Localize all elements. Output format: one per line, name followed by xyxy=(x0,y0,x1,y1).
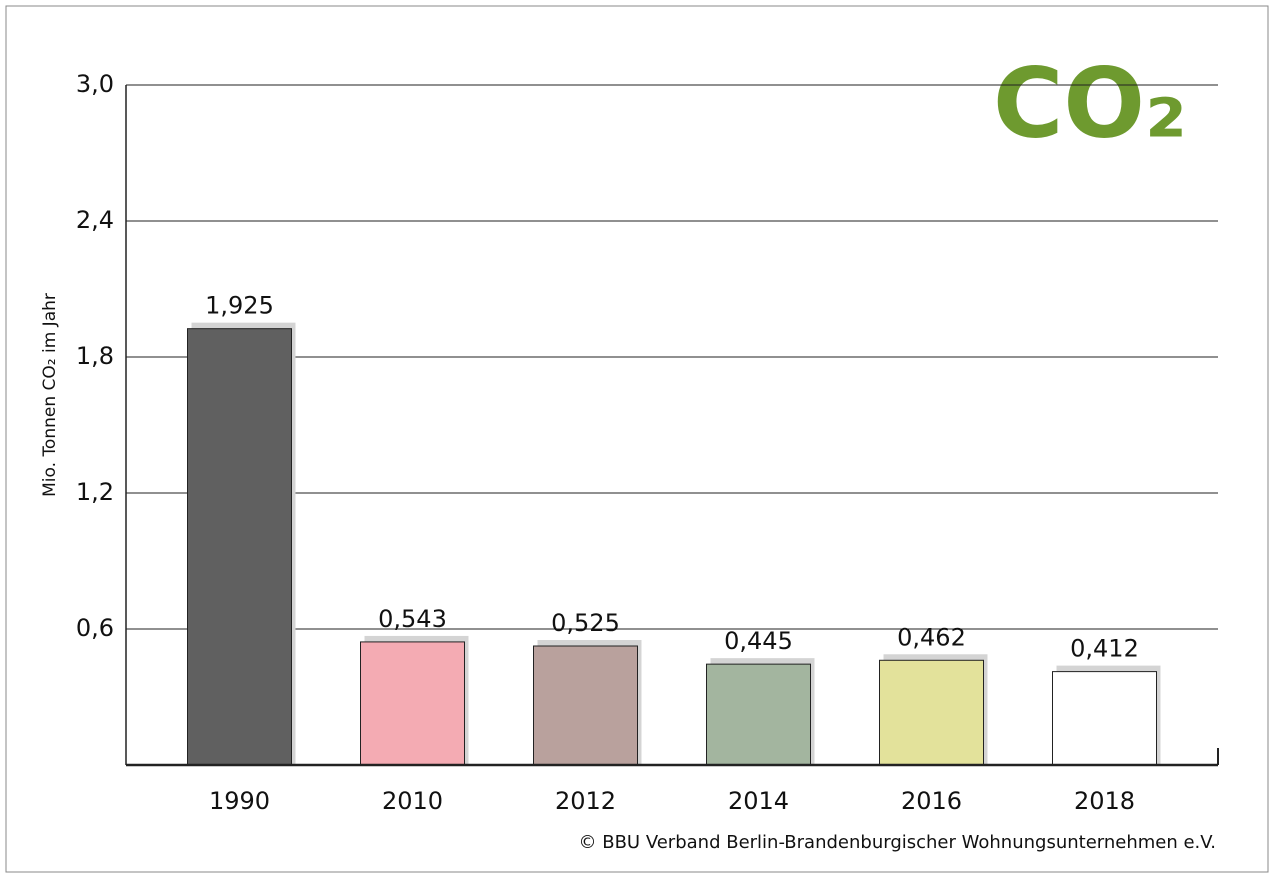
value-label: 0,412 xyxy=(1070,635,1139,663)
value-label: 1,925 xyxy=(205,292,274,320)
x-tick-label: 2018 xyxy=(1074,787,1135,815)
bar xyxy=(361,642,465,765)
y-tick-label: 1,8 xyxy=(76,342,114,370)
bar xyxy=(880,660,984,765)
bar xyxy=(534,646,638,765)
bar xyxy=(707,664,811,765)
bar xyxy=(188,329,292,765)
value-label: 0,462 xyxy=(897,623,966,651)
x-tick-label: 1990 xyxy=(209,787,270,815)
x-tick-label: 2010 xyxy=(382,787,443,815)
x-tick-label: 2016 xyxy=(901,787,962,815)
value-label: 0,525 xyxy=(551,609,620,637)
bar xyxy=(1053,672,1157,765)
y-axis-label: Mio. Tonnen CO₂ im Jahr xyxy=(40,293,60,497)
source-note: © BBU Verband Berlin-Brandenburgischer W… xyxy=(579,832,1217,853)
y-tick-label: 0,6 xyxy=(76,614,114,642)
page: {"chart_data": {"type": "bar", "ylabel":… xyxy=(0,0,1269,873)
y-tick-label: 1,2 xyxy=(76,478,114,506)
chart: CO₂ © BBU Verband Berlin-Brandenburgisch… xyxy=(0,0,1269,873)
x-tick-label: 2014 xyxy=(728,787,789,815)
value-label: 0,445 xyxy=(724,627,793,655)
y-tick-label: 2,4 xyxy=(76,206,114,234)
y-tick-label: 3,0 xyxy=(76,70,114,98)
logo: CO₂ xyxy=(993,47,1187,159)
x-tick-label: 2012 xyxy=(555,787,616,815)
value-label: 0,543 xyxy=(378,605,447,633)
